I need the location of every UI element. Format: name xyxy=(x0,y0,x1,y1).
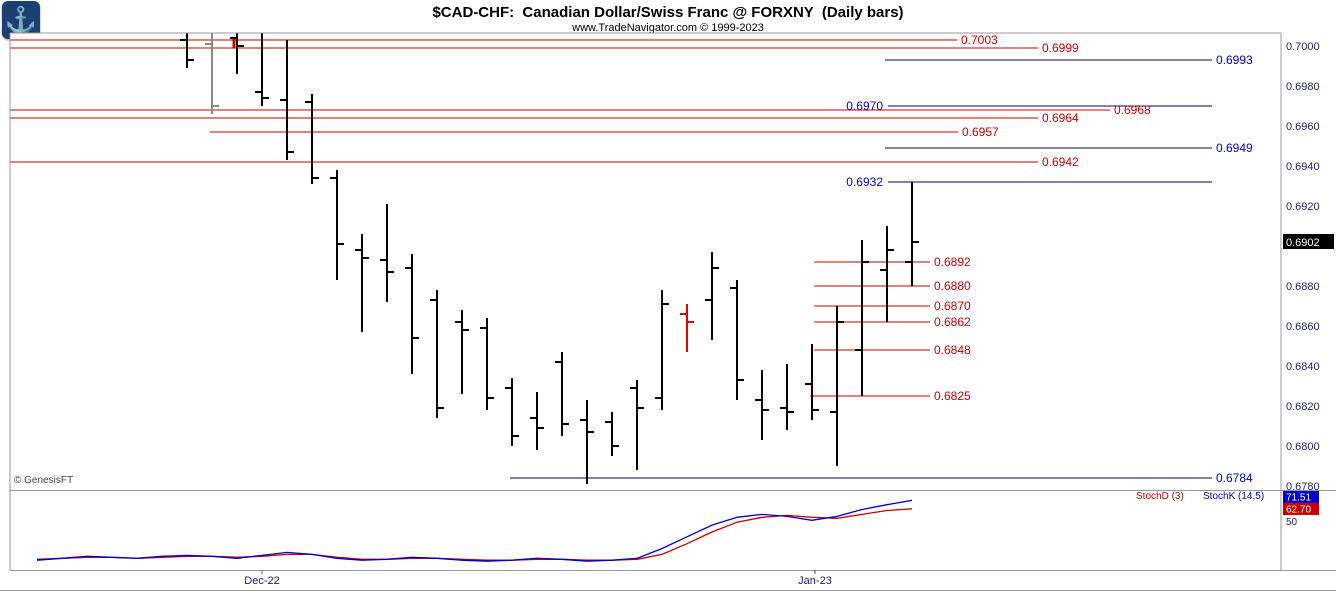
last-price-badge xyxy=(1283,234,1334,249)
price-tick-label: 0.6800 xyxy=(1286,441,1320,453)
stoch-mid-label: 50 xyxy=(1286,517,1298,528)
price-tick-label: 0.6880 xyxy=(1286,281,1320,293)
ohlc-bar xyxy=(805,344,819,420)
price-tick-label: 0.6840 xyxy=(1286,361,1320,373)
price-tick-label: 0.6980 xyxy=(1286,81,1320,93)
ohlc-bar xyxy=(830,306,844,466)
chart-title: $CAD-CHF: Canadian Dollar/Swiss Franc @ … xyxy=(432,4,904,21)
level-label-0.6968: 0.6968 xyxy=(1114,103,1151,117)
genesisft-watermark: © GenesisFT xyxy=(14,475,73,486)
level-label-0.6848: 0.6848 xyxy=(934,343,971,357)
price-tick-label: 0.6940 xyxy=(1286,161,1320,173)
ohlc-bar xyxy=(705,252,719,340)
ohlc-bar xyxy=(905,182,919,286)
ohlc-bar xyxy=(355,234,369,332)
ohlc-bar xyxy=(430,290,444,418)
level-label-0.6825: 0.6825 xyxy=(934,389,971,403)
price-tick-label: 0.6860 xyxy=(1286,321,1320,333)
genesisft-logo: ⚓ xyxy=(2,1,40,39)
level-label-0.6964: 0.6964 xyxy=(1042,111,1079,125)
ohlc-bar xyxy=(180,33,194,68)
level-label-0.6970: 0.6970 xyxy=(846,99,883,113)
ohlc-bar xyxy=(630,380,644,470)
ohlc-bar xyxy=(505,378,519,446)
price-tick-label: 0.6960 xyxy=(1286,121,1320,133)
ohlc-bar xyxy=(555,352,569,436)
stochk-legend: StochK (14,5) xyxy=(1203,491,1264,502)
level-label-0.7003: 0.7003 xyxy=(961,33,998,47)
price-tick-label: 0.7000 xyxy=(1286,41,1320,53)
price-tick-label: 0.6820 xyxy=(1286,401,1320,413)
ohlc-bar xyxy=(605,412,619,456)
level-label-0.6862: 0.6862 xyxy=(934,315,971,329)
price-pane[interactable] xyxy=(10,33,1281,490)
level-label-0.6870: 0.6870 xyxy=(934,299,971,313)
ohlc-bar xyxy=(330,170,344,280)
date-label: Dec-22 xyxy=(244,575,279,587)
ohlc-bar xyxy=(880,226,894,322)
chart-subtitle: www.TradeNavigator.com © 1999-2023 xyxy=(572,22,764,34)
level-label-0.6957: 0.6957 xyxy=(962,125,999,139)
ohlc-bar xyxy=(730,280,744,400)
level-label-0.6942: 0.6942 xyxy=(1042,155,1079,169)
level-label-0.6892: 0.6892 xyxy=(934,255,971,269)
price-tick-label: 0.6920 xyxy=(1286,201,1320,213)
date-label: Jan-23 xyxy=(798,575,832,587)
stochd-line xyxy=(36,508,913,561)
ohlc-bar xyxy=(230,33,244,74)
last-price-value: 0.6902 xyxy=(1286,237,1320,249)
level-label-0.6993: 0.6993 xyxy=(1216,53,1253,67)
stochk-value: 71.51 xyxy=(1286,493,1311,504)
ohlc-bar xyxy=(205,33,219,114)
ohlc-bar xyxy=(305,94,319,184)
level-label-0.6784: 0.6784 xyxy=(1216,471,1253,485)
stochd-legend: StochD (3) xyxy=(1136,491,1184,502)
ohlc-bar xyxy=(780,364,794,430)
ohlc-bar xyxy=(480,318,494,410)
chart-header: $CAD-CHF: Canadian Dollar/Swiss Franc @ … xyxy=(0,0,1336,34)
level-label-0.6949: 0.6949 xyxy=(1216,141,1253,155)
ohlc-bar xyxy=(655,290,669,410)
ohlc-bar xyxy=(530,392,544,450)
stochk-line xyxy=(36,499,913,562)
level-label-0.6880: 0.6880 xyxy=(934,279,971,293)
ohlc-bar xyxy=(580,400,594,484)
ohlc-bar xyxy=(405,254,419,374)
level-label-0.6932: 0.6932 xyxy=(846,175,883,189)
stochd-badge xyxy=(1283,503,1319,515)
ohlc-bar xyxy=(680,304,694,352)
price-tick-label: 0.6780 xyxy=(1286,481,1320,493)
ohlc-bar xyxy=(855,240,869,396)
ohlc-bar xyxy=(380,204,394,302)
ohlc-bar xyxy=(755,370,769,440)
stochk-badge xyxy=(1283,491,1319,503)
stochd-value: 62.70 xyxy=(1286,505,1311,516)
ohlc-bar xyxy=(255,33,269,106)
ohlc-bar xyxy=(455,310,469,394)
ohlc-bar xyxy=(280,40,294,160)
level-label-0.6999: 0.6999 xyxy=(1042,41,1079,55)
anchor-icon: ⚓ xyxy=(4,5,38,35)
